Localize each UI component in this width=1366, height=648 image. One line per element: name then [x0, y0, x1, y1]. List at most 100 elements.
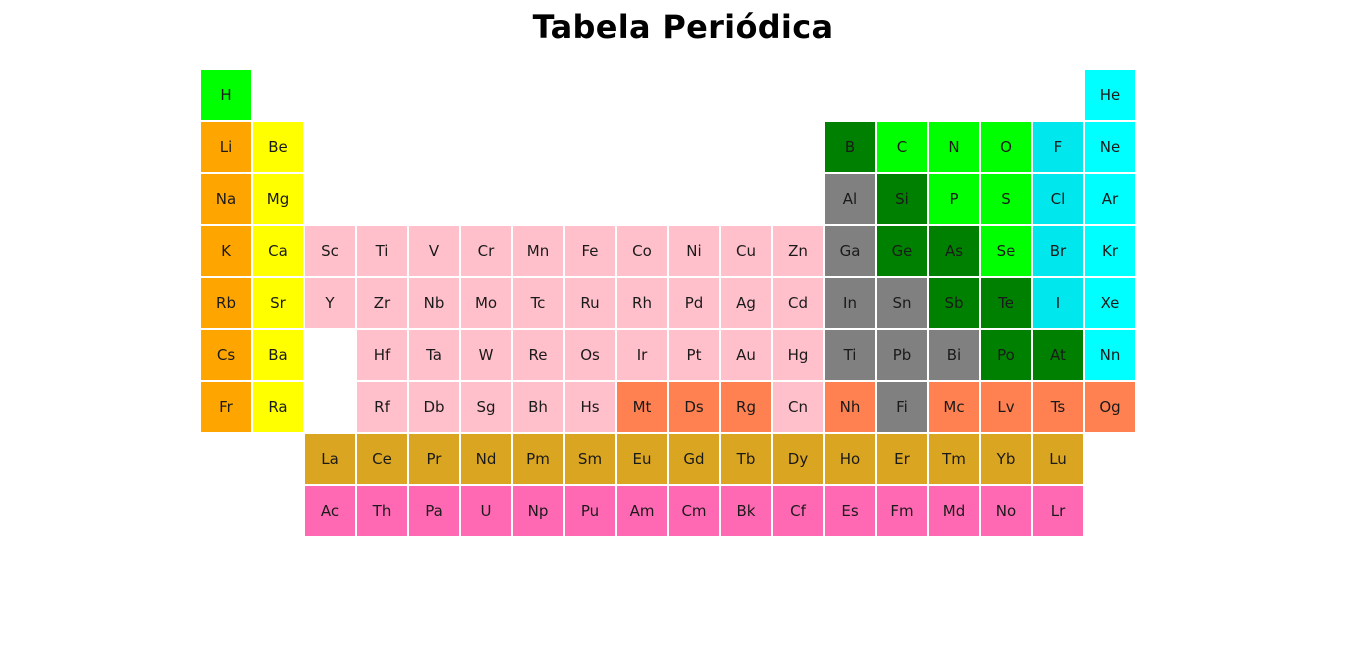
element-cell-sb[interactable]: Sb: [929, 278, 979, 328]
element-cell-mt[interactable]: Mt: [617, 382, 667, 432]
element-cell-pa[interactable]: Pa: [409, 486, 459, 536]
element-cell-k[interactable]: K: [201, 226, 251, 276]
element-cell-pr[interactable]: Pr: [409, 434, 459, 484]
element-cell-ac[interactable]: Ac: [305, 486, 355, 536]
element-cell-md[interactable]: Md: [929, 486, 979, 536]
element-cell-cn[interactable]: Cn: [773, 382, 823, 432]
element-cell-er[interactable]: Er: [877, 434, 927, 484]
element-cell-sr[interactable]: Sr: [253, 278, 303, 328]
element-cell-gd[interactable]: Gd: [669, 434, 719, 484]
element-cell-fi[interactable]: Fi: [877, 382, 927, 432]
element-cell-no[interactable]: No: [981, 486, 1031, 536]
element-cell-rh[interactable]: Rh: [617, 278, 667, 328]
element-cell-p[interactable]: P: [929, 174, 979, 224]
element-cell-pu[interactable]: Pu: [565, 486, 615, 536]
element-cell-c[interactable]: C: [877, 122, 927, 172]
element-cell-ce[interactable]: Ce: [357, 434, 407, 484]
element-cell-na[interactable]: Na: [201, 174, 251, 224]
element-cell-cu[interactable]: Cu: [721, 226, 771, 276]
element-cell-am[interactable]: Am: [617, 486, 667, 536]
element-cell-dy[interactable]: Dy: [773, 434, 823, 484]
element-cell-be[interactable]: Be: [253, 122, 303, 172]
element-cell-ga[interactable]: Ga: [825, 226, 875, 276]
element-cell-cf[interactable]: Cf: [773, 486, 823, 536]
element-cell-nn[interactable]: Nn: [1085, 330, 1135, 380]
element-cell-ho[interactable]: Ho: [825, 434, 875, 484]
element-cell-og[interactable]: Og: [1085, 382, 1135, 432]
element-cell-bk[interactable]: Bk: [721, 486, 771, 536]
element-cell-cm[interactable]: Cm: [669, 486, 719, 536]
element-cell-cl[interactable]: Cl: [1033, 174, 1083, 224]
element-cell-pb[interactable]: Pb: [877, 330, 927, 380]
element-cell-ba[interactable]: Ba: [253, 330, 303, 380]
element-cell-hf[interactable]: Hf: [357, 330, 407, 380]
element-cell-cd[interactable]: Cd: [773, 278, 823, 328]
element-cell-w[interactable]: W: [461, 330, 511, 380]
element-cell-xe[interactable]: Xe: [1085, 278, 1135, 328]
element-cell-fr[interactable]: Fr: [201, 382, 251, 432]
element-cell-sn[interactable]: Sn: [877, 278, 927, 328]
element-cell-v[interactable]: V: [409, 226, 459, 276]
element-cell-f[interactable]: F: [1033, 122, 1083, 172]
element-cell-h[interactable]: H: [201, 70, 251, 120]
element-cell-ti[interactable]: Ti: [825, 330, 875, 380]
element-cell-po[interactable]: Po: [981, 330, 1031, 380]
element-cell-in[interactable]: In: [825, 278, 875, 328]
element-cell-nh[interactable]: Nh: [825, 382, 875, 432]
element-cell-cr[interactable]: Cr: [461, 226, 511, 276]
element-cell-te[interactable]: Te: [981, 278, 1031, 328]
element-cell-hs[interactable]: Hs: [565, 382, 615, 432]
element-cell-br[interactable]: Br: [1033, 226, 1083, 276]
element-cell-ra[interactable]: Ra: [253, 382, 303, 432]
element-cell-nd[interactable]: Nd: [461, 434, 511, 484]
element-cell-li[interactable]: Li: [201, 122, 251, 172]
element-cell-mn[interactable]: Mn: [513, 226, 563, 276]
element-cell-sg[interactable]: Sg: [461, 382, 511, 432]
element-cell-b[interactable]: B: [825, 122, 875, 172]
element-cell-pd[interactable]: Pd: [669, 278, 719, 328]
element-cell-hg[interactable]: Hg: [773, 330, 823, 380]
element-cell-ge[interactable]: Ge: [877, 226, 927, 276]
element-cell-mo[interactable]: Mo: [461, 278, 511, 328]
element-cell-ts[interactable]: Ts: [1033, 382, 1083, 432]
element-cell-cs[interactable]: Cs: [201, 330, 251, 380]
element-cell-y[interactable]: Y: [305, 278, 355, 328]
element-cell-o[interactable]: O: [981, 122, 1031, 172]
element-cell-sm[interactable]: Sm: [565, 434, 615, 484]
element-cell-zn[interactable]: Zn: [773, 226, 823, 276]
element-cell-ti[interactable]: Ti: [357, 226, 407, 276]
element-cell-ru[interactable]: Ru: [565, 278, 615, 328]
element-cell-kr[interactable]: Kr: [1085, 226, 1135, 276]
element-cell-s[interactable]: S: [981, 174, 1031, 224]
element-cell-ni[interactable]: Ni: [669, 226, 719, 276]
element-cell-si[interactable]: Si: [877, 174, 927, 224]
element-cell-u[interactable]: U: [461, 486, 511, 536]
element-cell-th[interactable]: Th: [357, 486, 407, 536]
element-cell-al[interactable]: Al: [825, 174, 875, 224]
element-cell-la[interactable]: La: [305, 434, 355, 484]
element-cell-fm[interactable]: Fm: [877, 486, 927, 536]
element-cell-fe[interactable]: Fe: [565, 226, 615, 276]
element-cell-pm[interactable]: Pm: [513, 434, 563, 484]
element-cell-yb[interactable]: Yb: [981, 434, 1031, 484]
element-cell-db[interactable]: Db: [409, 382, 459, 432]
element-cell-co[interactable]: Co: [617, 226, 667, 276]
element-cell-lr[interactable]: Lr: [1033, 486, 1083, 536]
element-cell-es[interactable]: Es: [825, 486, 875, 536]
element-cell-i[interactable]: I: [1033, 278, 1083, 328]
element-cell-nb[interactable]: Nb: [409, 278, 459, 328]
element-cell-he[interactable]: He: [1085, 70, 1135, 120]
element-cell-n[interactable]: N: [929, 122, 979, 172]
element-cell-zr[interactable]: Zr: [357, 278, 407, 328]
element-cell-tb[interactable]: Tb: [721, 434, 771, 484]
element-cell-ca[interactable]: Ca: [253, 226, 303, 276]
element-cell-lv[interactable]: Lv: [981, 382, 1031, 432]
element-cell-au[interactable]: Au: [721, 330, 771, 380]
element-cell-ne[interactable]: Ne: [1085, 122, 1135, 172]
element-cell-ir[interactable]: Ir: [617, 330, 667, 380]
element-cell-lu[interactable]: Lu: [1033, 434, 1083, 484]
element-cell-re[interactable]: Re: [513, 330, 563, 380]
element-cell-eu[interactable]: Eu: [617, 434, 667, 484]
element-cell-ds[interactable]: Ds: [669, 382, 719, 432]
element-cell-np[interactable]: Np: [513, 486, 563, 536]
